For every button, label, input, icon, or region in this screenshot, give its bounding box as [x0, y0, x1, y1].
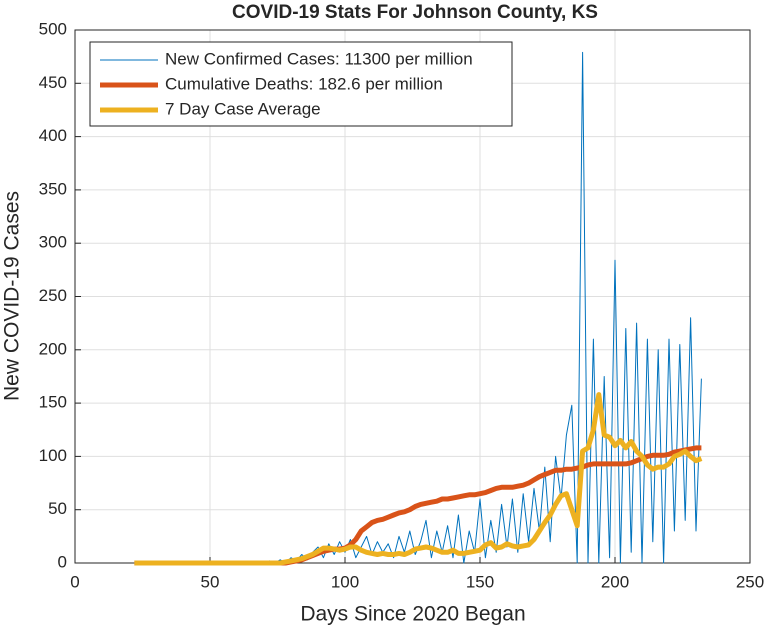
- legend-label: New Confirmed Cases: 11300 per million: [165, 49, 473, 68]
- legend: New Confirmed Cases: 11300 per million Cu…: [89, 41, 513, 127]
- legend-label: 7 Day Case Average: [165, 99, 321, 118]
- y-tick-label: 200: [39, 339, 67, 358]
- y-tick-label: 250: [39, 286, 67, 305]
- y-tick-label: 450: [39, 73, 67, 92]
- x-tick-label: 250: [736, 572, 764, 591]
- y-tick-label: 50: [48, 499, 67, 518]
- y-tick-label: 100: [39, 446, 67, 465]
- y-tick-label: 500: [39, 19, 67, 38]
- y-axis-label: New COVID-19 Cases: [1, 191, 24, 401]
- x-tick-label: 50: [201, 572, 220, 591]
- series-line: [134, 392, 703, 566]
- x-tick-label: 100: [331, 572, 359, 591]
- x-tick-label: 200: [601, 572, 629, 591]
- y-tick-label: 150: [39, 393, 67, 412]
- legend-label: Cumulative Deaths: 182.6 per million: [165, 74, 443, 93]
- legend-box: [89, 41, 513, 127]
- x-axis-label: Days Since 2020 Began: [300, 603, 525, 626]
- y-tick-label: 300: [39, 233, 67, 252]
- y-tick-label: 350: [39, 179, 67, 198]
- x-tick-label: 0: [70, 572, 79, 591]
- y-tick-label: 400: [39, 126, 67, 145]
- y-tick-label: 0: [58, 552, 67, 571]
- chart-title: COVID-19 Stats For Johnson County, KS: [232, 2, 598, 23]
- x-tick-label: 150: [466, 572, 494, 591]
- axes-box: [74, 29, 751, 564]
